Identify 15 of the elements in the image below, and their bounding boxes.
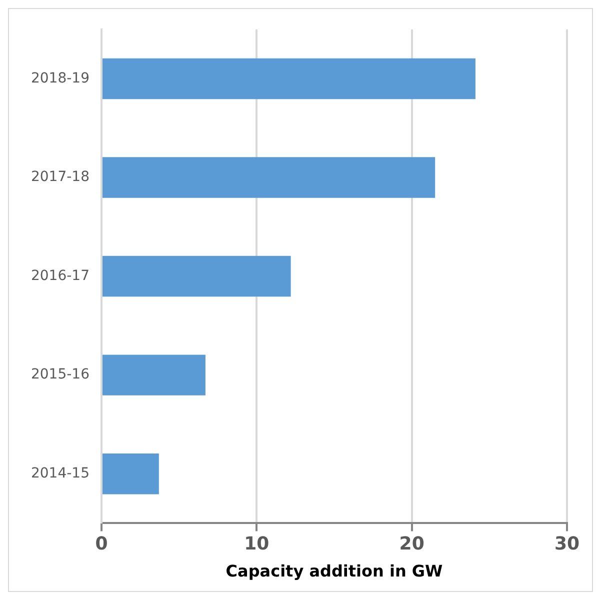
x-tick-label: 20 bbox=[399, 534, 424, 555]
y-tick-label: 2017-18 bbox=[30, 169, 90, 186]
y-tick-label: 2018-19 bbox=[30, 70, 90, 86]
x-tick-label: 10 bbox=[244, 534, 270, 555]
y-tick-label: 2016-17 bbox=[30, 268, 90, 284]
y-tick-label: 2014-15 bbox=[30, 465, 90, 482]
bar bbox=[102, 354, 206, 396]
bar bbox=[102, 58, 476, 100]
x-axis-title: Capacity addition in GW bbox=[226, 562, 444, 581]
bar bbox=[102, 157, 436, 198]
x-tick-label: 0 bbox=[95, 534, 108, 555]
bar bbox=[102, 256, 291, 297]
y-tick-label: 2015-16 bbox=[30, 366, 90, 383]
bar bbox=[102, 453, 159, 494]
x-tick-label: 30 bbox=[554, 534, 580, 555]
